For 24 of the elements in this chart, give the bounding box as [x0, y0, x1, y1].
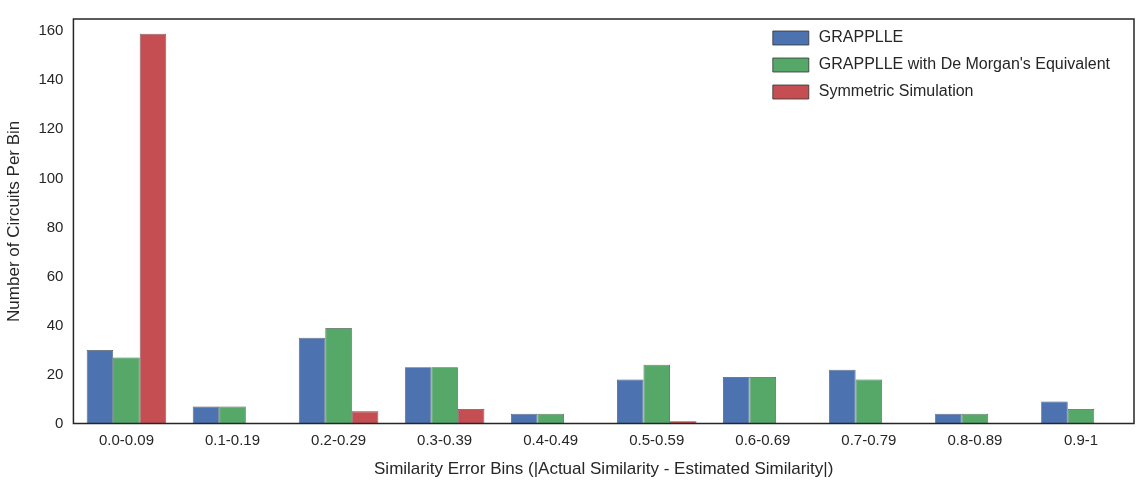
- x-tick-label: 0.5-0.59: [629, 430, 685, 448]
- x-tick-label: 0.0-0.09: [98, 430, 154, 448]
- x-axis-title: Similarity Error Bins (|Actual Similarity - Estimated Similarity|): [374, 459, 834, 479]
- x-tick-label: 0.7-0.79: [841, 430, 897, 448]
- y-axis-title: Number of Circuits Per Bin: [3, 120, 23, 322]
- x-tick-label: 0.3-0.39: [417, 430, 473, 448]
- y-tick-label: 0: [55, 413, 64, 431]
- legend-label: GRAPPLLE: [818, 28, 904, 46]
- legend-label: Symmetric Simulation: [818, 82, 974, 100]
- x-tick-label: 0.9-1: [1063, 430, 1099, 448]
- y-tick-label: 40: [46, 315, 64, 333]
- legend-label: GRAPPLLE with De Morgan's Equivalent: [818, 55, 1111, 73]
- y-tick-label: 100: [38, 168, 64, 186]
- y-tick-label: 140: [38, 70, 64, 88]
- x-tick-label: 0.8-0.89: [947, 430, 1003, 448]
- x-tick-label: 0.4-0.49: [523, 430, 579, 448]
- x-tick-label: 0.6-0.69: [735, 430, 791, 448]
- y-tick-label: 160: [38, 21, 64, 39]
- y-tick-label: 80: [46, 217, 64, 235]
- y-tick-label: 120: [38, 119, 64, 137]
- y-tick-label: 60: [46, 266, 64, 284]
- y-tick-label: 20: [46, 364, 64, 382]
- x-tick-label: 0.1-0.19: [204, 430, 261, 448]
- x-tick-label: 0.2-0.29: [311, 430, 367, 448]
